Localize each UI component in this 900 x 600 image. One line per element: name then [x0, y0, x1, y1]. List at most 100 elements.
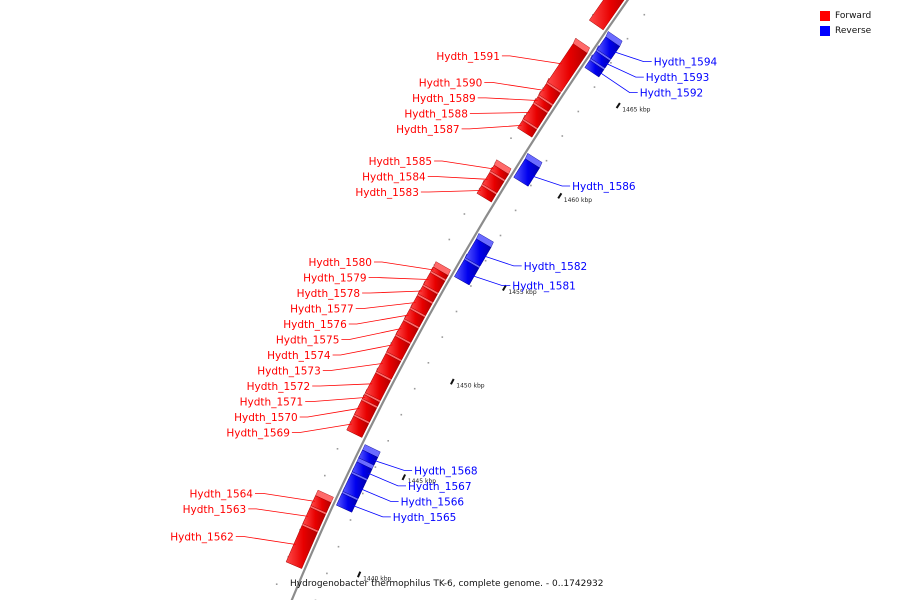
backbone-dot: [561, 135, 564, 137]
gene-label-leader: [235, 536, 296, 545]
gene-body: [351, 461, 373, 480]
backbone-dot: [362, 492, 364, 495]
gene-label-leader: [531, 175, 571, 187]
backbone-dot: [324, 474, 326, 477]
gene-label-leader: [348, 314, 409, 325]
gene-body: [285, 525, 318, 569]
gene-label: Hydth_1570: [234, 412, 298, 424]
gene-label-leader: [477, 97, 538, 101]
gene-label-leader: [613, 51, 652, 62]
gene-label-leader: [362, 290, 423, 294]
gene-label: Hydth_1587: [396, 124, 460, 136]
gene-body: [590, 50, 611, 69]
gene-label-leader: [373, 460, 413, 471]
gene-label-leader: [360, 488, 399, 502]
gene-body: [362, 394, 380, 407]
gene-label: Hydth_1568: [414, 465, 478, 477]
gene-label-leader: [352, 505, 391, 518]
gene-label-leader: [501, 55, 562, 65]
backbone-dot: [470, 285, 472, 287]
gene-body: [336, 492, 358, 513]
gene-label: Hydth_1591: [436, 51, 500, 63]
gene-body: [365, 372, 391, 401]
backbone-dot: [387, 440, 389, 442]
gene-Hydth_1585: [490, 159, 512, 181]
gene-label-leader: [469, 112, 530, 114]
gene-label: Hydth_1581: [512, 281, 576, 293]
gene-label: Hydth_1584: [362, 172, 426, 184]
gene-Hydth_1564: [310, 489, 334, 513]
kbp-tick-label: 1440 kbp: [363, 576, 391, 583]
backbone-dot: [626, 37, 629, 40]
gene-body: [584, 59, 605, 78]
backbone-dot: [499, 234, 502, 237]
gene-label-leader: [305, 397, 366, 402]
gene-body: [533, 96, 553, 112]
gene-label: Hydth_1579: [303, 273, 367, 285]
gene-label-leader: [255, 492, 316, 502]
gene-label: Hydth_1594: [654, 57, 718, 69]
backbone-dot: [400, 413, 403, 416]
kbp-ticks: 1440 kbp 1445 kbp 1450 kbp 1455 kbp 1460 kbp…: [356, 102, 651, 583]
gene-body: [517, 120, 537, 138]
backbone-dot: [577, 110, 580, 113]
backbone-dot: [593, 86, 596, 88]
backbone-dot: [545, 159, 548, 162]
backbone-dot: [514, 209, 517, 212]
gene-feature: [588, 0, 625, 31]
strand-legend: Forward Reverse: [820, 8, 900, 38]
kbp-tick-mark: [557, 192, 563, 199]
gene-body: [547, 43, 588, 92]
gene-body: [596, 36, 621, 60]
gene-label-leader: [599, 71, 638, 93]
backbone-dot: [455, 310, 458, 313]
gene-body: [490, 164, 509, 181]
gene-label: Hydth_1585: [369, 156, 433, 168]
gene-label-leader: [332, 344, 393, 356]
gene-label: Hydth_1567: [408, 481, 472, 493]
gene-label: Hydth_1583: [355, 187, 419, 199]
backbone-dot: [441, 336, 444, 338]
gene-label: Hydth_1564: [189, 488, 253, 500]
gene-Hydth_1580: [430, 261, 451, 280]
gene-label-leader: [420, 190, 481, 193]
backbone-dot: [349, 519, 352, 521]
gene-label-leader: [322, 363, 383, 371]
backbone-dot: [337, 545, 340, 548]
gene-Hydth_1594: [596, 31, 623, 60]
gene-label: Hydth_1565: [393, 512, 457, 524]
reverse-swatch: [820, 25, 830, 36]
gene-body: [417, 285, 438, 303]
gene-label-leader: [312, 383, 373, 387]
backbone-dot: [530, 184, 532, 187]
gene-body: [430, 266, 449, 280]
gene-Hydth_1586: [513, 153, 543, 187]
kbp-tick-label: 1445 kbp: [408, 478, 436, 485]
backbone-dot: [448, 238, 451, 241]
backbone-dot: [413, 387, 416, 390]
gene-Hydth_1582: [464, 233, 494, 267]
backbone-dot: [275, 583, 278, 585]
backbone-dot: [643, 13, 646, 16]
gene-body: [346, 415, 370, 438]
gene-body: [464, 238, 492, 267]
gene-label-leader: [434, 160, 495, 170]
gene-body: [386, 335, 411, 361]
gene-label: Hydth_1590: [419, 77, 483, 89]
gene-labels: Hydth_1591 Hydth_1590 Hydth_1589 Hydth_1588…: [170, 51, 718, 545]
gene-Hydth_1568: [358, 444, 381, 466]
gene-label-leader: [299, 407, 360, 418]
gene-body: [423, 272, 446, 293]
backbone-dot: [463, 213, 466, 215]
gene-body: [513, 158, 540, 187]
gene-body: [302, 507, 326, 531]
kbp-tick-label: 1450 kbp: [456, 383, 484, 390]
gene-label: Hydth_1563: [183, 504, 247, 516]
backbone-dot: [427, 362, 430, 364]
gene-label: Hydth_1592: [640, 88, 704, 100]
backbone-dot: [510, 137, 512, 139]
gene-label-leader: [374, 261, 435, 271]
gene-body: [310, 495, 332, 513]
legend-forward: Forward: [820, 8, 900, 23]
